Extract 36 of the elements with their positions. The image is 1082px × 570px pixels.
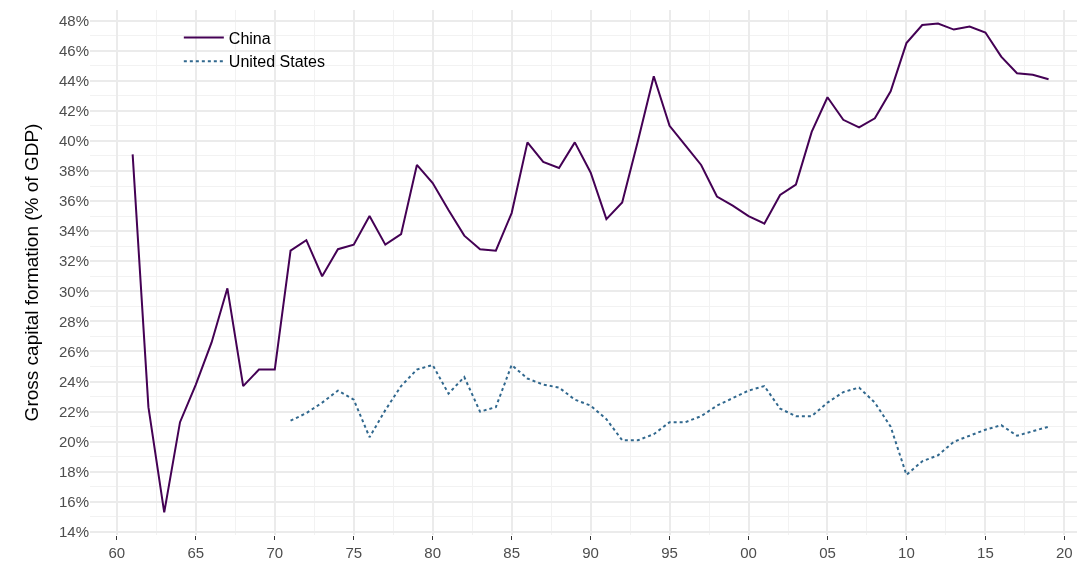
x-tick-label: 20 (1056, 544, 1073, 561)
y-tick-label: 48% (58, 11, 89, 29)
y-tick-label: 36% (58, 192, 89, 210)
y-tick-label: 34% (58, 222, 89, 240)
x-tick-label: 70 (266, 544, 284, 561)
x-tick-label: 85 (503, 544, 520, 561)
line-series (289, 364, 1050, 476)
y-tick-label: 40% (58, 132, 89, 150)
y-tick-label: 30% (58, 282, 89, 300)
y-axis-title: Gross capital formation (% of GDP) (20, 123, 42, 422)
y-tick-label: 26% (58, 342, 89, 360)
y-tick-label: 14% (58, 523, 89, 541)
legend-label: China (228, 29, 271, 47)
y-tick-label: 28% (58, 312, 89, 330)
y-tick-label: 22% (58, 402, 89, 420)
y-tick-label: 18% (58, 463, 89, 481)
x-tick-label: 95 (661, 544, 678, 561)
line-series (131, 22, 1050, 514)
x-tick-label: 10 (898, 544, 915, 561)
x-tick-label: 90 (582, 544, 599, 561)
x-tick-label: 60 (108, 544, 126, 561)
y-tick-label: 32% (58, 252, 89, 270)
y-tick-label: 38% (58, 162, 89, 180)
y-tick-label: 20% (58, 432, 89, 450)
y-tick-label: 44% (58, 71, 89, 89)
legend-label: United States (228, 53, 325, 71)
x-tick-label: 80 (424, 544, 442, 561)
y-tick-label: 16% (58, 493, 89, 511)
x-tick-label: 00 (740, 544, 757, 561)
y-tick-label: 24% (58, 372, 89, 390)
x-tick-label: 75 (345, 544, 363, 561)
x-tick-label: 05 (819, 544, 836, 561)
y-tick-label: 46% (58, 41, 89, 59)
x-tick-label: 15 (977, 544, 994, 561)
y-tick-label: 42% (58, 102, 89, 120)
x-tick-label: 65 (187, 544, 205, 561)
